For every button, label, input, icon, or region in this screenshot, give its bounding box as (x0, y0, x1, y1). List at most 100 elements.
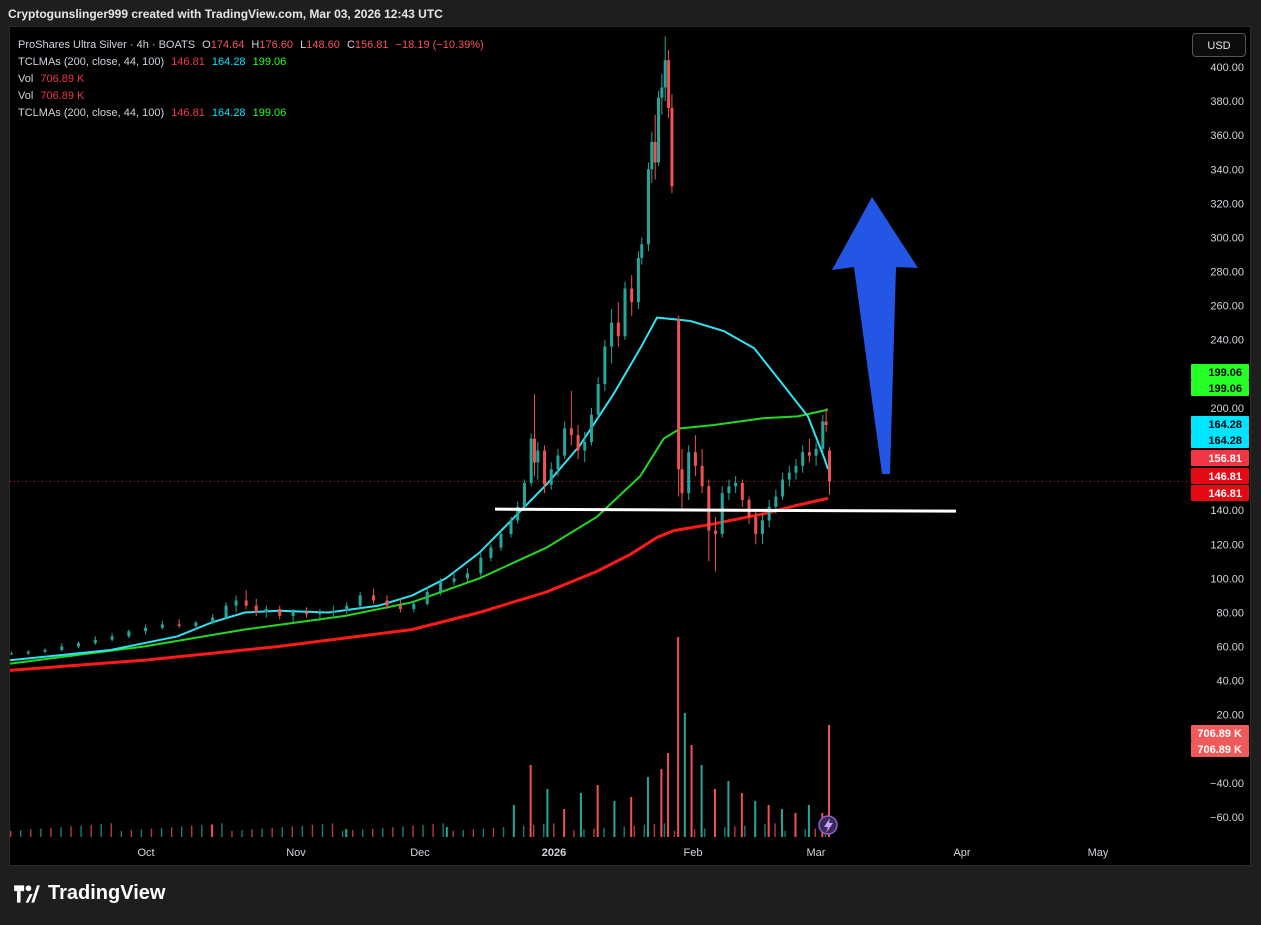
price-badge-label: 706.89 K (1197, 728, 1242, 740)
volume-bar (677, 637, 680, 837)
candle-body (291, 612, 295, 616)
volume-bar (784, 830, 786, 837)
candle-body (499, 534, 503, 548)
price-badge-label: 164.28 (1208, 435, 1242, 447)
candle-body (657, 97, 661, 163)
tradingview-logo[interactable]: TradingView (12, 882, 165, 905)
y-tick-label: 340.00 (1210, 164, 1244, 176)
volume-bar (754, 801, 757, 837)
candle-body (318, 612, 322, 615)
candle-body (754, 517, 758, 535)
candle-body (760, 520, 764, 535)
candle-body (60, 646, 64, 650)
y-tick-label: 260.00 (1210, 301, 1244, 313)
volume-bar (160, 827, 163, 837)
volume-bar (693, 829, 696, 837)
volume-bar (382, 827, 384, 837)
currency-button[interactable]: USD (1192, 33, 1246, 57)
candle-body (479, 557, 483, 574)
volume-bar (301, 825, 304, 837)
volume-bar (700, 765, 703, 837)
candle-body (667, 60, 671, 108)
volume-bar (673, 830, 676, 837)
price-badge-label: 146.81 (1208, 488, 1242, 500)
volume-bar (351, 830, 354, 837)
candle-body (747, 499, 751, 517)
x-tick-label: Oct (137, 847, 154, 859)
candle-body (412, 603, 416, 610)
legend-row-vol1[interactable]: Vol 706.89 K (18, 71, 484, 88)
volume-bar (532, 824, 535, 837)
volume-bar (341, 830, 344, 837)
volume-bar (80, 825, 82, 837)
volume-bar (231, 830, 233, 837)
high-value: 176.60 (259, 39, 294, 51)
volume-bar (653, 824, 656, 837)
y-tick-label: −40.00 (1210, 778, 1244, 790)
candle-body (177, 624, 181, 627)
chart-frame[interactable]: 400.00 380.00 360.00 340.00 320.00 300.00 280.… (9, 26, 1251, 866)
chart-legend: ProShares Ultra Silver · 4h · BOATS O174… (18, 37, 484, 122)
volume-bar (613, 801, 616, 837)
candle-body (563, 428, 567, 456)
price-badge (1191, 364, 1249, 380)
price-badge-label: 706.89 K (1197, 744, 1242, 756)
volume-bar (660, 769, 663, 837)
vol2-value: 706.89 K (40, 90, 85, 102)
candle-body (583, 442, 587, 451)
volume-bar (482, 828, 485, 837)
candle-body (439, 581, 443, 592)
price-chart[interactable]: 400.00 380.00 360.00 340.00 320.00 300.00 280.… (10, 27, 1250, 865)
legend-row-ma2[interactable]: TCLMAs (200, close, 44, 100) 146.81 164.… (18, 105, 484, 122)
candle-body (707, 486, 711, 531)
candle-body (556, 455, 560, 470)
candle-body (636, 257, 640, 303)
legend-row-vol2[interactable]: Vol 706.89 K (18, 88, 484, 105)
candle-body (234, 600, 238, 606)
candle-body (693, 452, 697, 466)
volume-bar (140, 829, 143, 837)
legend-row-symbol: ProShares Ultra Silver · 4h · BOATS O174… (18, 37, 484, 54)
volume-bar (445, 827, 448, 837)
volume-bar (703, 828, 706, 837)
price-badge-label: 199.06 (1208, 367, 1242, 379)
candle-body (781, 479, 785, 497)
volume-bar (546, 789, 549, 837)
y-tick-label: 80.00 (1216, 607, 1244, 619)
candle-body (10, 653, 13, 655)
symbol-title[interactable]: ProShares Ultra Silver · 4h · BOATS (18, 39, 196, 51)
volume-bar (191, 825, 193, 837)
candle-body (740, 482, 744, 500)
price-badge-label: 199.06 (1208, 383, 1242, 395)
y-tick-label: 360.00 (1210, 130, 1244, 142)
price-badge (1191, 468, 1249, 484)
up-arrow-annotation (832, 197, 918, 474)
volume-bar (767, 805, 770, 837)
candle-body (516, 506, 520, 521)
volume-bar (764, 824, 766, 837)
volume-bar (646, 777, 649, 837)
candle-body (720, 493, 724, 535)
volume-bar (522, 825, 525, 837)
candle-body (576, 435, 580, 451)
candle-body (616, 322, 620, 337)
candle-body (26, 651, 30, 654)
candle-body (821, 421, 825, 449)
vol1-label: Vol (18, 73, 34, 85)
low-value: 148.60 (306, 39, 340, 51)
support-line (494, 507, 957, 513)
volume-bar (201, 824, 203, 837)
candle-body (603, 346, 607, 385)
legend-row-ma1[interactable]: TCLMAs (200, close, 44, 100) 146.81 164.… (18, 54, 484, 71)
volume-bar (130, 830, 133, 837)
volume-bar (362, 829, 364, 837)
open-label: O (202, 39, 211, 51)
volume-bar (472, 829, 475, 837)
candle-body (522, 482, 526, 507)
volume-bar (392, 827, 394, 837)
candle-body (144, 627, 148, 632)
price-badge (1191, 416, 1249, 432)
candle-body (569, 428, 573, 436)
volume-bar (170, 827, 173, 837)
candle-body (714, 530, 718, 535)
